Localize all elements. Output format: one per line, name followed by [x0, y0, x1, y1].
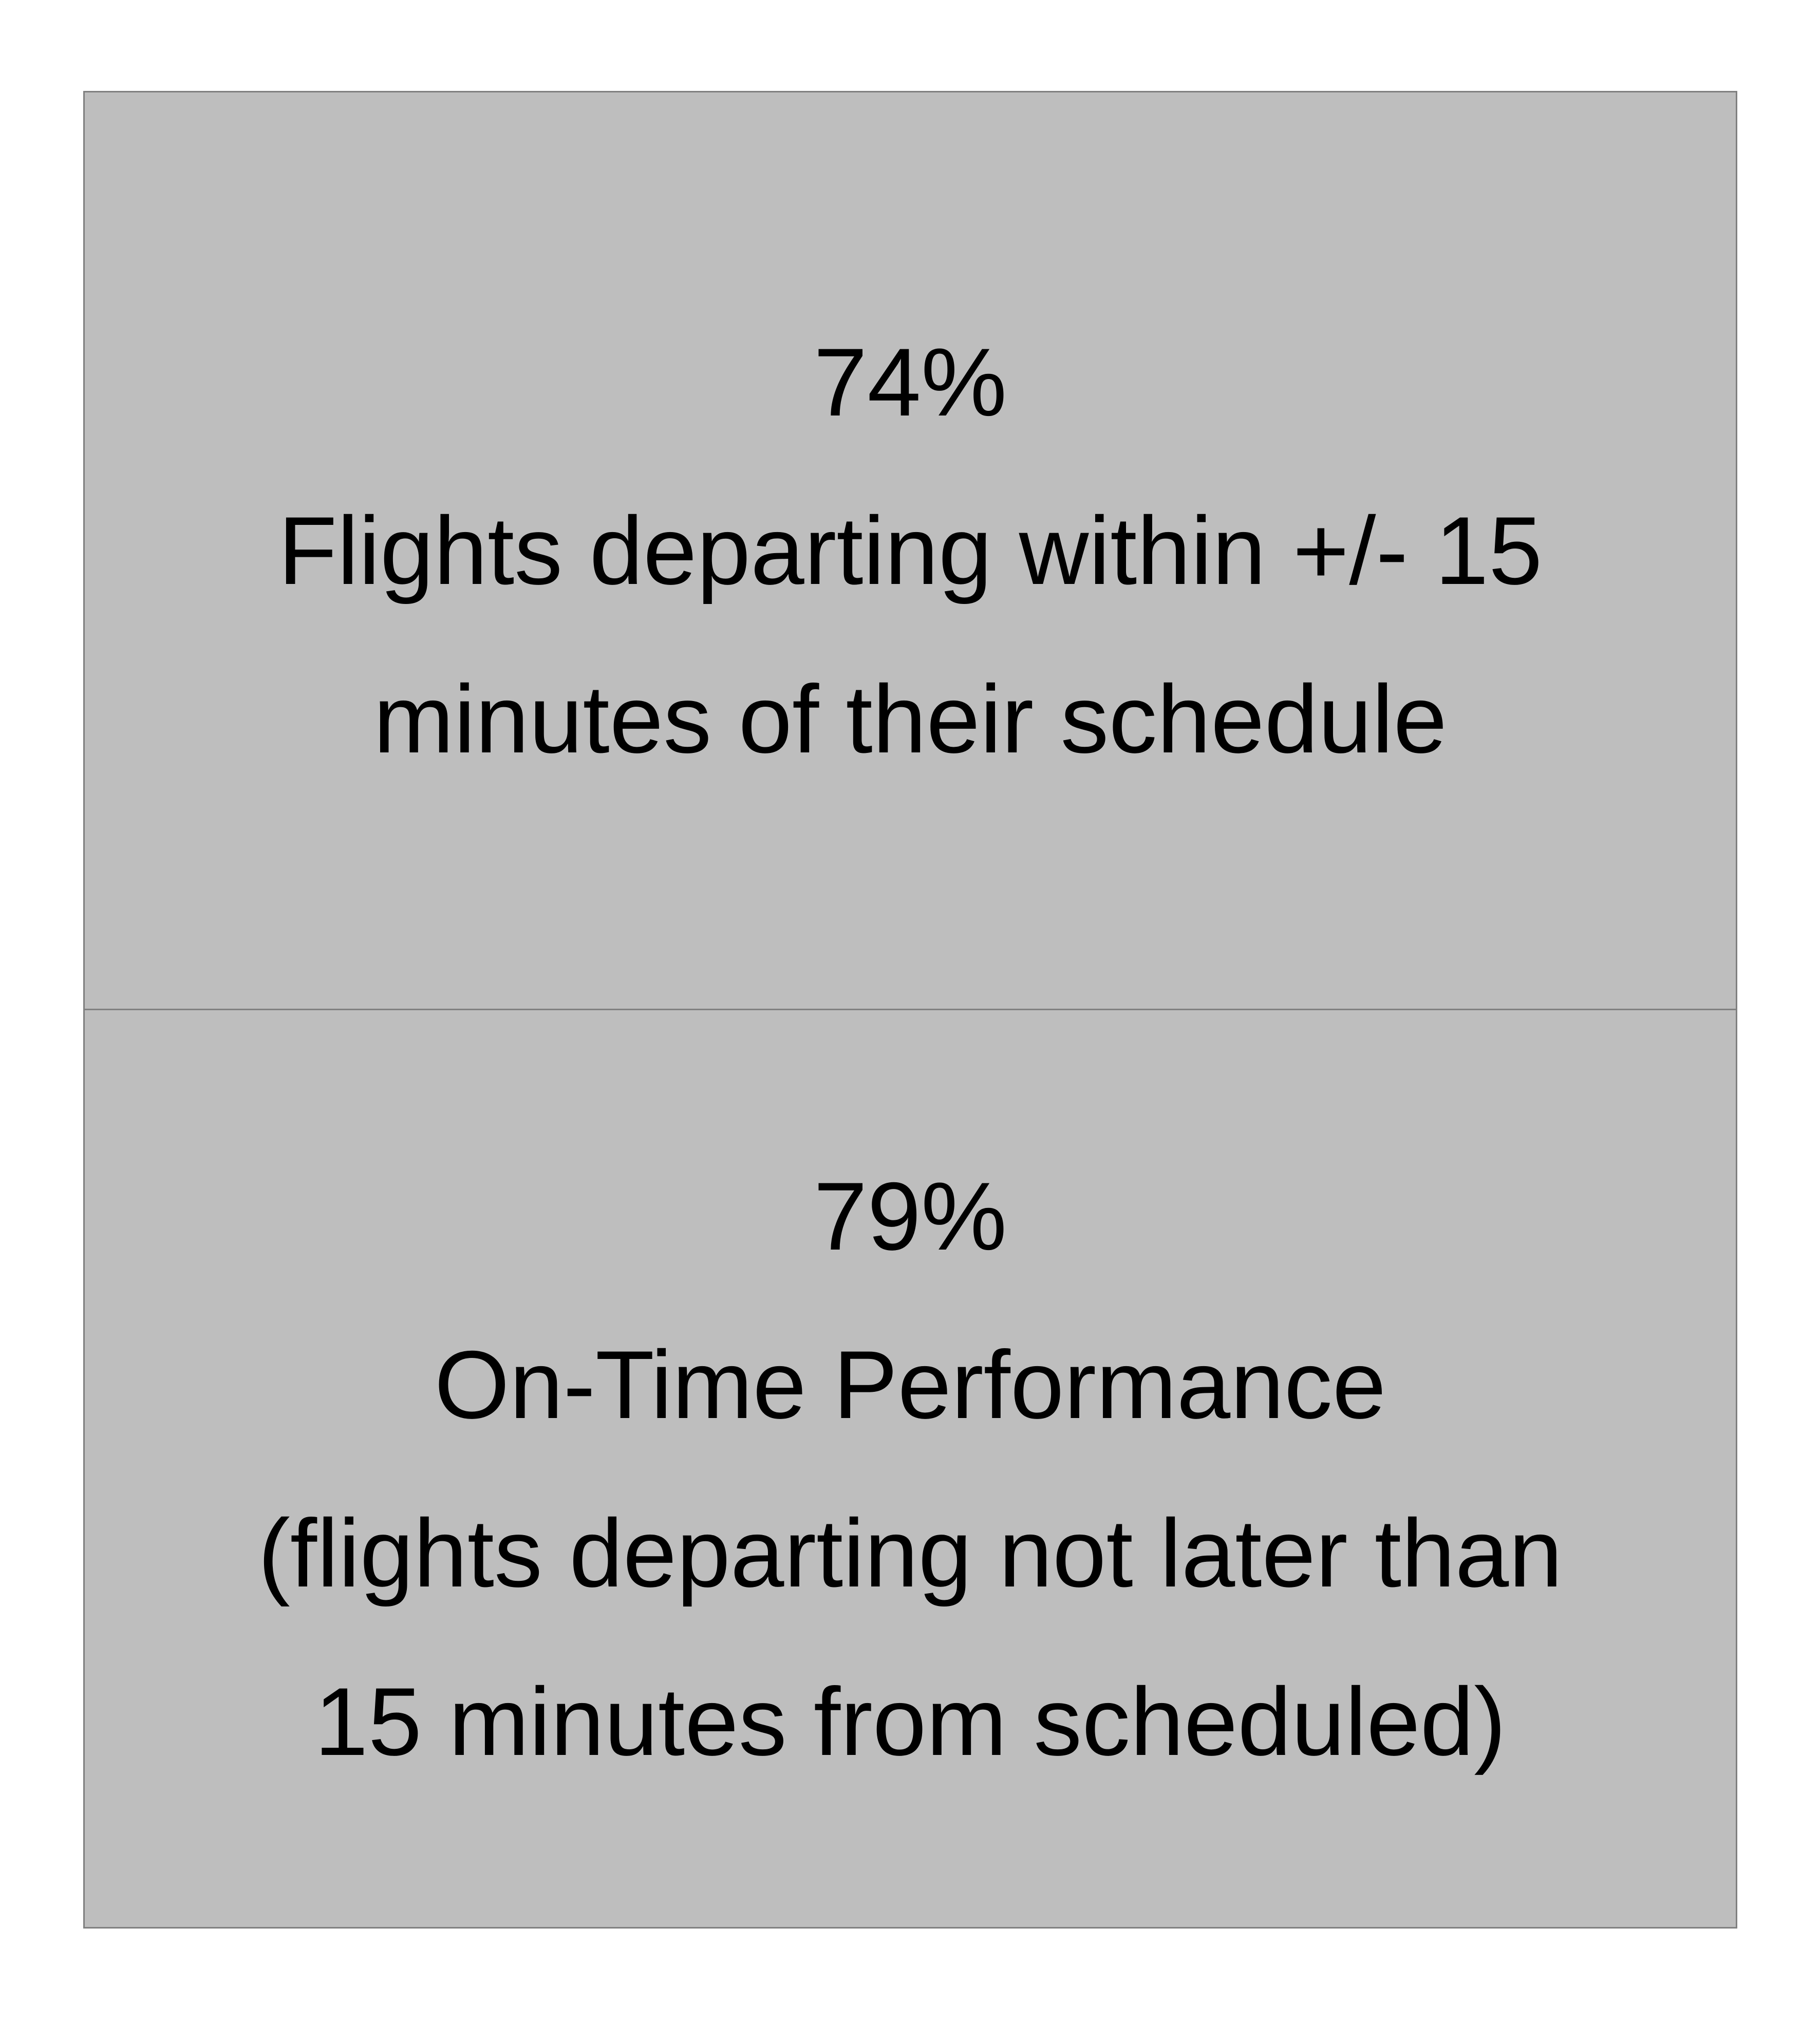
- stat-description-line: minutes of their schedule: [373, 665, 1448, 773]
- stat-cell-on-time-performance: 79% On-Time Performance (flights departi…: [85, 1010, 1736, 1927]
- stat-description-line: 15 minutes from scheduled): [314, 1667, 1506, 1775]
- stat-cell-departures-window: 74% Flights departing within +/- 15 minu…: [85, 92, 1736, 1010]
- stat-description-line: On-Time Performance: [434, 1330, 1386, 1439]
- stat-value: 79%: [813, 1162, 1007, 1270]
- stat-description-line: Flights departing within +/- 15: [278, 497, 1543, 604]
- stats-table: 74% Flights departing within +/- 15 minu…: [83, 91, 1737, 1929]
- stat-value: 74%: [813, 328, 1007, 436]
- stat-description-line: (flights departing not later than: [258, 1499, 1563, 1607]
